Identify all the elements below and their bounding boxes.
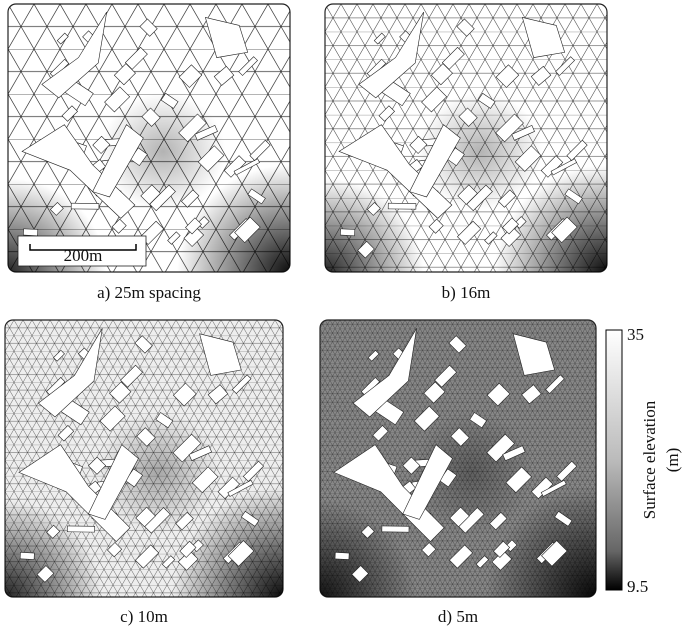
- panel-caption: a) 25m spacing: [97, 283, 201, 302]
- panel-caption: b) 16m: [442, 283, 491, 302]
- mesh-panel: 200m: [8, 4, 290, 272]
- building: [71, 203, 99, 209]
- building: [340, 229, 354, 236]
- colorbar-bottom-label: 9.5: [627, 577, 648, 596]
- colorbar-top-label: 35: [627, 325, 644, 344]
- colorbar: [606, 330, 622, 590]
- building: [23, 229, 37, 236]
- colorbar-label: Surface elevation: [640, 400, 659, 519]
- figure: 35 9.5 Surface elevation (m) 200m a) 25m …: [0, 0, 683, 631]
- building: [20, 552, 34, 559]
- mesh-panel: [325, 4, 607, 272]
- panel-caption: d) 5m: [438, 607, 478, 626]
- mesh-panel: [5, 320, 283, 597]
- building: [67, 526, 94, 532]
- building: [382, 526, 409, 532]
- scale-bar-label: 200m: [64, 246, 103, 265]
- colorbar-unit: (m): [663, 448, 682, 473]
- building: [388, 203, 416, 209]
- panel-caption: c) 10m: [120, 607, 168, 626]
- mesh-panel: [320, 320, 596, 597]
- building: [335, 552, 349, 559]
